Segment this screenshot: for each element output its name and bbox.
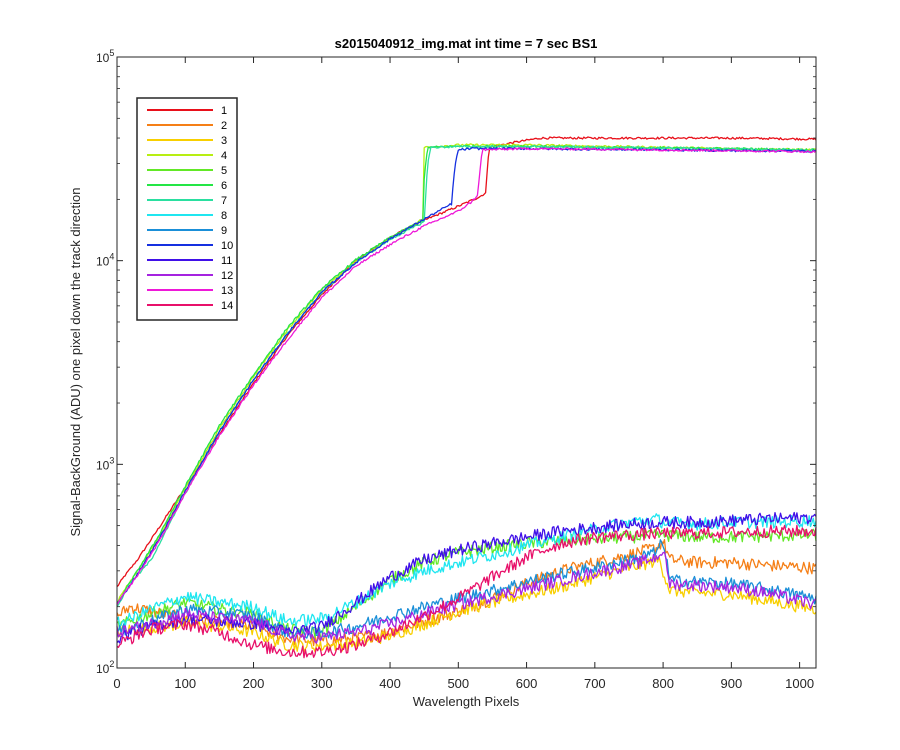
x-tick-label: 400 [379, 676, 401, 691]
x-tick-label: 700 [584, 676, 606, 691]
y-axis-label: Signal-BackGround (ADU) one pixel down t… [68, 187, 83, 536]
legend-label-14: 14 [221, 300, 233, 312]
series-line-13 [116, 147, 817, 606]
series-line-8 [116, 513, 817, 628]
series-line-14 [116, 524, 817, 659]
legend-box [136, 97, 238, 321]
legend-label-3: 3 [221, 135, 227, 147]
x-axis-label: Wavelength Pixels [413, 694, 520, 709]
legend-label-5: 5 [221, 165, 227, 177]
x-tick-label: 1000 [785, 676, 814, 691]
x-tick-label: 500 [447, 676, 469, 691]
x-tick-label: 900 [721, 676, 743, 691]
series-line-11 [116, 511, 817, 644]
x-tick-label: 600 [516, 676, 538, 691]
chart-title: s2015040912_img.mat int time = 7 sec BS1 [335, 36, 598, 51]
y-tick-label: 102 [96, 659, 114, 676]
x-tick-label: 800 [652, 676, 674, 691]
y-tick-label: 104 [96, 252, 114, 269]
series-line-6 [116, 144, 817, 604]
x-tick-label: 0 [113, 676, 120, 691]
legend-label-10: 10 [221, 240, 233, 252]
legend-label-9: 9 [221, 225, 227, 237]
x-tick-label: 200 [243, 676, 265, 691]
series-line-9 [116, 539, 817, 640]
legend-label-4: 4 [221, 150, 227, 162]
legend-label-6: 6 [221, 180, 227, 192]
legend-label-12: 12 [221, 270, 233, 282]
legend-label-11: 11 [221, 255, 232, 267]
x-tick-label: 300 [311, 676, 333, 691]
axis-layer: 0 100 200 300 400 500 600 700 800 900 100010210310… [96, 48, 816, 691]
plot-frame [116, 56, 817, 669]
legend-label-8: 8 [221, 210, 227, 222]
series-line-12 [116, 551, 817, 644]
legend-label-7: 7 [221, 195, 227, 207]
y-tick-label: 105 [96, 48, 114, 65]
legend-label-1: 1 [221, 105, 227, 117]
x-tick-label: 100 [174, 676, 196, 691]
legend-label-2: 2 [221, 120, 227, 132]
series-line-1 [116, 136, 817, 588]
series-layer [116, 136, 817, 659]
series-line-10 [116, 146, 817, 605]
y-tick-label: 103 [96, 455, 114, 472]
legend-label-13: 13 [221, 285, 233, 297]
